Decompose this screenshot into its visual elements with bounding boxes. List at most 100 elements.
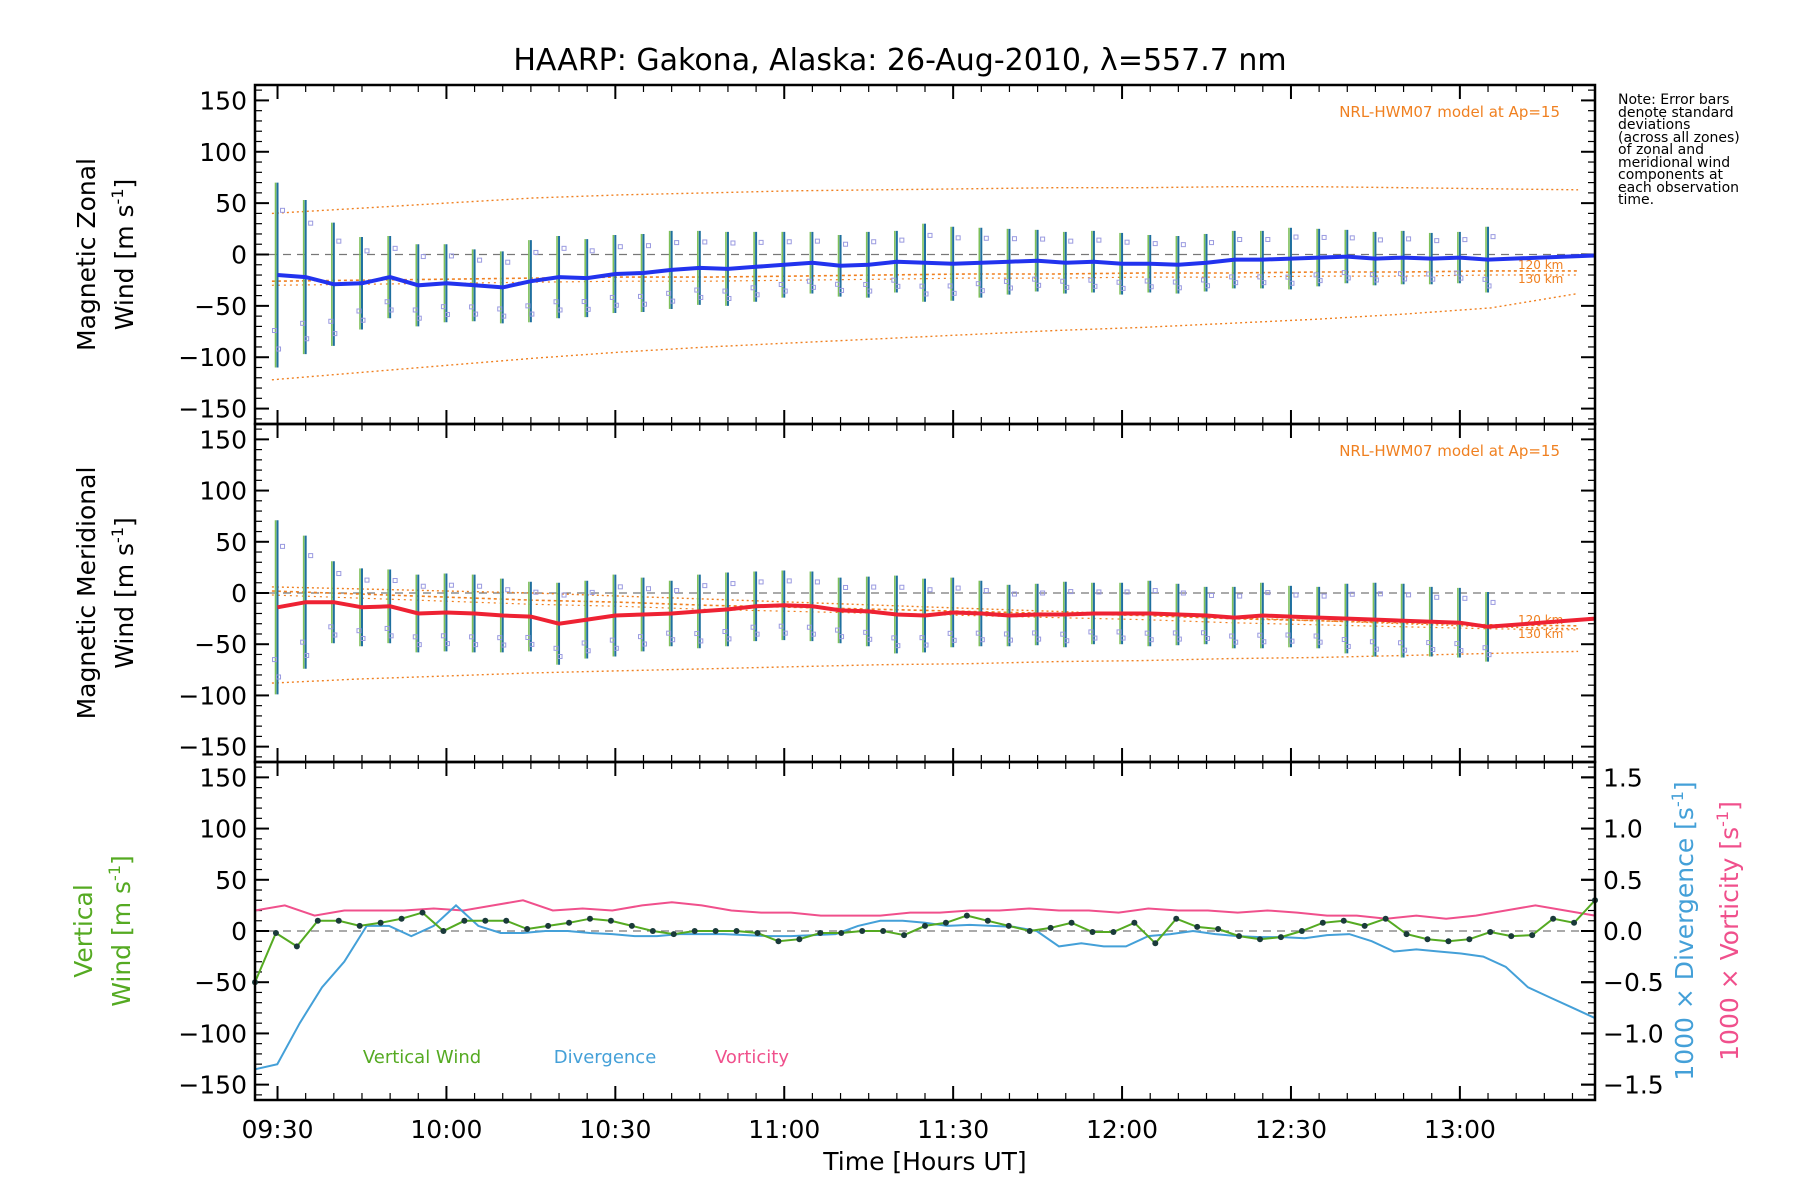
sample-point (1040, 236, 1046, 242)
sample-point (589, 248, 595, 254)
sample-point (308, 220, 314, 226)
vertical-wind-point (272, 930, 279, 937)
sample-point (497, 306, 503, 312)
sample-point (1060, 631, 1066, 637)
sample-point (553, 299, 559, 305)
sample-point (637, 293, 643, 299)
y-tick-label: −150 (178, 733, 247, 762)
model-120km-line (271, 590, 1579, 627)
sample-point (919, 283, 925, 289)
vertical-wind-point (1215, 925, 1222, 932)
vertical-wind-point (754, 930, 761, 937)
vertical-wind-point (1529, 932, 1536, 939)
sample-point (1003, 631, 1009, 637)
vertical-wind-point (733, 928, 740, 934)
sample-point (674, 240, 680, 246)
sample-point (1257, 632, 1263, 638)
sample-point (863, 629, 869, 635)
vertical-wind-point (796, 936, 803, 943)
sample-point (525, 634, 531, 640)
divergence-axis-label: 1000 × Divergence [s-1] (1668, 781, 1699, 1080)
sample-point (440, 633, 446, 639)
sample-point (525, 303, 531, 309)
sample-point (1003, 278, 1009, 284)
sample-point (1233, 280, 1239, 286)
sample-point (1088, 277, 1094, 283)
vertical-wind-point (1089, 929, 1096, 936)
sample-point (1152, 241, 1158, 247)
sample-point (613, 645, 619, 651)
sample-point (473, 311, 479, 317)
sample-point (1036, 636, 1042, 642)
sample-point (1040, 590, 1046, 596)
y-tick-label: −150 (178, 1071, 247, 1100)
panel-meridional: 150 100 50 0 −50 −100 −150 Magnetic Meridional W… (72, 422, 1597, 764)
sample-point (843, 241, 849, 247)
vertical-wind-point (398, 915, 405, 922)
vertical-wind-point (838, 930, 845, 937)
sample-point (364, 577, 370, 583)
sample-point (336, 238, 342, 244)
sample-point (1317, 278, 1323, 284)
note-line: meridional wind (1618, 154, 1731, 171)
sample-point (1377, 591, 1383, 597)
sample-point (412, 634, 418, 640)
y-tick-label: 0 (231, 241, 247, 270)
sample-point (1205, 283, 1211, 289)
sample-point (835, 281, 841, 287)
sample-point (1205, 635, 1211, 641)
x-tick-label: 11:30 (917, 1115, 989, 1144)
note-line: denote standard (1618, 104, 1734, 121)
meridional-wind-line (277, 600, 1596, 629)
vertical-wind-point (817, 930, 824, 937)
sample-point (750, 624, 756, 630)
sample-point (1180, 590, 1186, 596)
sample-point (726, 295, 732, 301)
sample-point (778, 623, 784, 629)
sample-point (983, 588, 989, 594)
vertical-wind-point (1403, 931, 1410, 938)
error-bar-note: Note: Error bars denote standard deviati… (1618, 93, 1788, 206)
sample-point (1345, 643, 1351, 649)
sample-point (469, 304, 475, 310)
x-tick-label: 13:00 (1424, 1115, 1496, 1144)
sample-point (1180, 242, 1186, 248)
sample-point (951, 637, 957, 643)
sample-point (951, 290, 957, 296)
sample-point (1293, 234, 1299, 240)
sample-point (1068, 238, 1074, 244)
model-120km-line (271, 270, 1579, 282)
vertical-wind-point (1110, 929, 1117, 936)
sample-point (645, 243, 651, 249)
sample-point (1237, 237, 1243, 243)
y-axis-label-units: Wind [m s-1] (105, 855, 136, 1007)
sample-point (835, 627, 841, 633)
sample-point (645, 586, 651, 592)
sample-point (420, 254, 426, 260)
y-axis-label: Vertical (69, 884, 98, 978)
sample-point (698, 638, 704, 644)
x-tick-label: 12:00 (1086, 1115, 1158, 1144)
sample-point (557, 307, 563, 313)
sample-point (1116, 279, 1122, 285)
sample-point (589, 589, 595, 595)
sample-point (891, 277, 897, 283)
sample-point (1096, 589, 1102, 595)
sample-point (477, 257, 483, 263)
sample-point (356, 308, 362, 314)
sample-point (360, 317, 366, 323)
sample-point (308, 553, 314, 559)
vertical-wind-point (1257, 936, 1263, 943)
sample-point (1345, 275, 1351, 281)
sample-point (328, 318, 334, 324)
sample-point (722, 629, 728, 635)
sample-point (1285, 632, 1291, 638)
sample-point (843, 584, 849, 590)
sample-point (448, 253, 454, 259)
sample-point (927, 232, 933, 238)
sample-point (1341, 637, 1347, 643)
vertical-wind-point (545, 922, 552, 929)
y-tick-label: 50 (215, 866, 247, 895)
vertical-wind-point (775, 938, 782, 945)
